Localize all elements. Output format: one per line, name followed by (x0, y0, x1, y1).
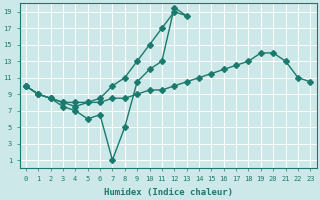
X-axis label: Humidex (Indice chaleur): Humidex (Indice chaleur) (104, 188, 233, 197)
